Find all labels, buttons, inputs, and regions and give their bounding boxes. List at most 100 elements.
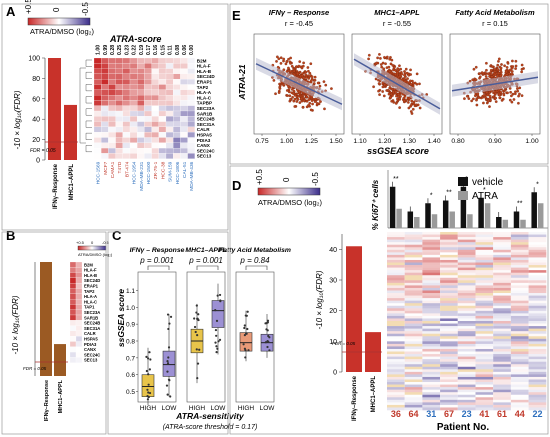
heatmap-d-cell	[387, 310, 405, 314]
heatmap-d-cell	[475, 397, 494, 401]
scatter-r: r = 0.15	[482, 19, 508, 28]
heatmap-d-cell	[422, 257, 441, 261]
heatmap-d-cell	[457, 379, 476, 383]
heatmap-b-gene: HLA-C	[84, 299, 97, 304]
heatmap-d-cell	[387, 331, 405, 335]
heatmap-d-cell	[457, 285, 476, 289]
heatmap-a-cell	[165, 110, 174, 117]
scatter-point	[385, 55, 389, 59]
patient-id: 44	[515, 409, 525, 419]
scatter-point	[382, 67, 386, 71]
heatmap-a-cell	[101, 105, 109, 112]
scatter-point	[379, 57, 382, 60]
scatter-point	[311, 102, 314, 106]
heatmap-a-cell	[187, 79, 195, 85]
heatmap-b-gene: ERAP1	[84, 284, 99, 289]
heatmap-d-cell	[493, 369, 511, 373]
heatmap-d-cell	[475, 343, 494, 347]
heatmap-a-cell	[93, 63, 102, 69]
heatmap-d-cell	[440, 267, 458, 271]
heatmap-d-cell	[387, 384, 405, 388]
heatmap-a-cell	[158, 79, 167, 85]
ki67-bar-atra	[414, 217, 420, 228]
heatmap-d-cell	[457, 249, 476, 253]
heatmap-a-cell	[122, 94, 131, 101]
barplot-a-ytick: 0	[36, 158, 40, 165]
boxplot-point	[216, 347, 219, 350]
heatmap-b-cell	[75, 283, 83, 289]
heatmap-d-cell	[475, 298, 494, 301]
ratio-legend-a: +0.5 0 -0.5 ATRA/DMSO (log₂)	[24, 0, 95, 36]
heatmap-b-cell	[69, 341, 77, 347]
heatmap-d-cell	[510, 247, 529, 251]
heatmap-d-cell	[475, 371, 494, 375]
scatter-title: IFNγ – Response	[269, 8, 329, 17]
atra-score-value: 0.08	[175, 45, 181, 55]
heatmap-d-cell	[422, 315, 441, 319]
heatmap-a-cell	[158, 63, 167, 69]
heatmap-d-cell	[510, 326, 529, 329]
heatmap-d-cell	[440, 328, 458, 332]
scatter-point	[465, 94, 469, 98]
heatmap-d-cell	[440, 366, 458, 370]
scatter-point	[296, 72, 300, 76]
heatmap-d-cell	[493, 244, 511, 248]
heatmap-b-cell	[75, 288, 83, 294]
ki67-bar-vehicle	[513, 211, 520, 228]
heatmap-d-cell	[528, 305, 547, 309]
heatmap-b-gene: CANX	[84, 347, 96, 352]
heatmap-d-cell	[440, 392, 458, 396]
heatmap-a-cell	[108, 105, 116, 112]
heatmap-d-cell	[422, 295, 441, 299]
heatmap-a-cell	[93, 79, 102, 85]
boxplot-point	[148, 351, 151, 354]
scatter-point	[305, 99, 309, 103]
boxplot-ytick: 0.5	[126, 389, 135, 396]
heatmap-b-cell	[69, 330, 77, 337]
heatmap-d-cell	[493, 252, 511, 256]
barplot-b-bar-label: IFNγ–Response	[44, 380, 50, 421]
scatter-point	[500, 99, 504, 102]
heatmap-d-cell	[440, 407, 458, 411]
scatter-point	[514, 59, 518, 63]
heatmap-d-cell	[422, 254, 441, 258]
scatter-point	[372, 85, 375, 89]
heatmap-d-cell	[493, 239, 511, 243]
heatmap-d-cell	[440, 303, 458, 307]
scatter-point	[493, 73, 497, 77]
boxplot-point	[169, 315, 173, 318]
heatmap-b-gene: CALR	[84, 331, 96, 336]
heatmap-a-cell	[108, 126, 116, 133]
heatmap-d-cell	[422, 384, 441, 388]
scatter-point	[383, 83, 387, 87]
heatmap-d-cell	[422, 404, 441, 408]
heatmap-d-cell	[528, 361, 547, 365]
scatter-point	[379, 63, 383, 66]
heatmap-d-cell	[510, 376, 529, 380]
heatmap-d-cell	[440, 346, 458, 350]
boxplot-point	[196, 317, 199, 321]
scatter-point	[394, 68, 397, 72]
heatmap-d-cell	[422, 244, 441, 248]
heatmap-d-cell	[404, 305, 423, 309]
heatmap-a-cell	[173, 116, 181, 122]
heatmap-a-cell	[115, 121, 123, 127]
heatmap-a-cell	[122, 73, 131, 80]
heatmap-d-cell	[422, 234, 441, 238]
heatmap-d-cell	[387, 397, 405, 401]
heatmap-d-cell	[493, 282, 511, 286]
heatmap-a-cell-line: ZR-75-1	[153, 161, 159, 179]
heatmap-d-cell	[440, 361, 458, 365]
heatmap-d-cell	[440, 323, 458, 327]
heatmap-d-cell	[404, 232, 423, 235]
scatter-point	[505, 70, 508, 74]
heatmap-d-cell	[528, 364, 547, 368]
barplot-b-bar	[54, 344, 66, 376]
heatmap-a-gene: SEC24C	[197, 148, 216, 153]
heatmap-d-cell	[404, 392, 423, 396]
heatmap-d-cell	[440, 341, 458, 345]
scatter-point	[307, 69, 310, 73]
scatter-point	[316, 81, 320, 85]
legend-a-title: ATRA/DMSO (log₂)	[30, 27, 95, 36]
heatmap-a-cell	[180, 84, 188, 90]
